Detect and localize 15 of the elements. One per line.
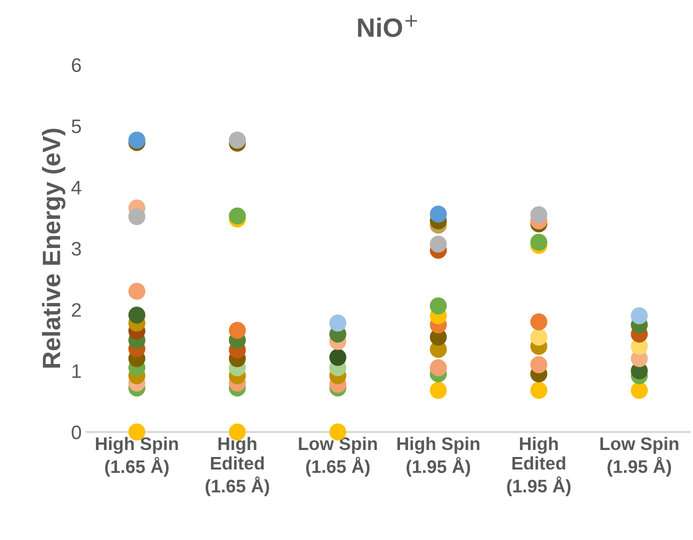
y-tick-label: 0	[72, 425, 82, 440]
y-tick-label: 6	[72, 58, 81, 72]
chart-title: NiO$^{+}$	[358, 15, 417, 38]
x-tick-label: High Edited (1.65 Å)	[206, 436, 270, 496]
y-tick-label: 1	[72, 364, 81, 378]
x-tick-label: Low Spin (1.95 Å)	[600, 436, 678, 477]
y-tick-label: 5	[72, 120, 81, 134]
x-tick-label: High Spin (1.65 Å)	[96, 436, 178, 477]
y-tick-label: 3	[72, 242, 81, 256]
x-tick-label: High Edited (1.95 Å)	[507, 436, 571, 496]
x-tick-label: High Spin (1.95 Å)	[397, 436, 480, 477]
y-tick-label: 2	[72, 303, 81, 317]
y-tick-label: 4	[71, 180, 82, 194]
x-tick-label: Low Spin (1.65 Å)	[298, 436, 377, 477]
y-axis-title: Relative Energy (eV)	[42, 128, 66, 368]
